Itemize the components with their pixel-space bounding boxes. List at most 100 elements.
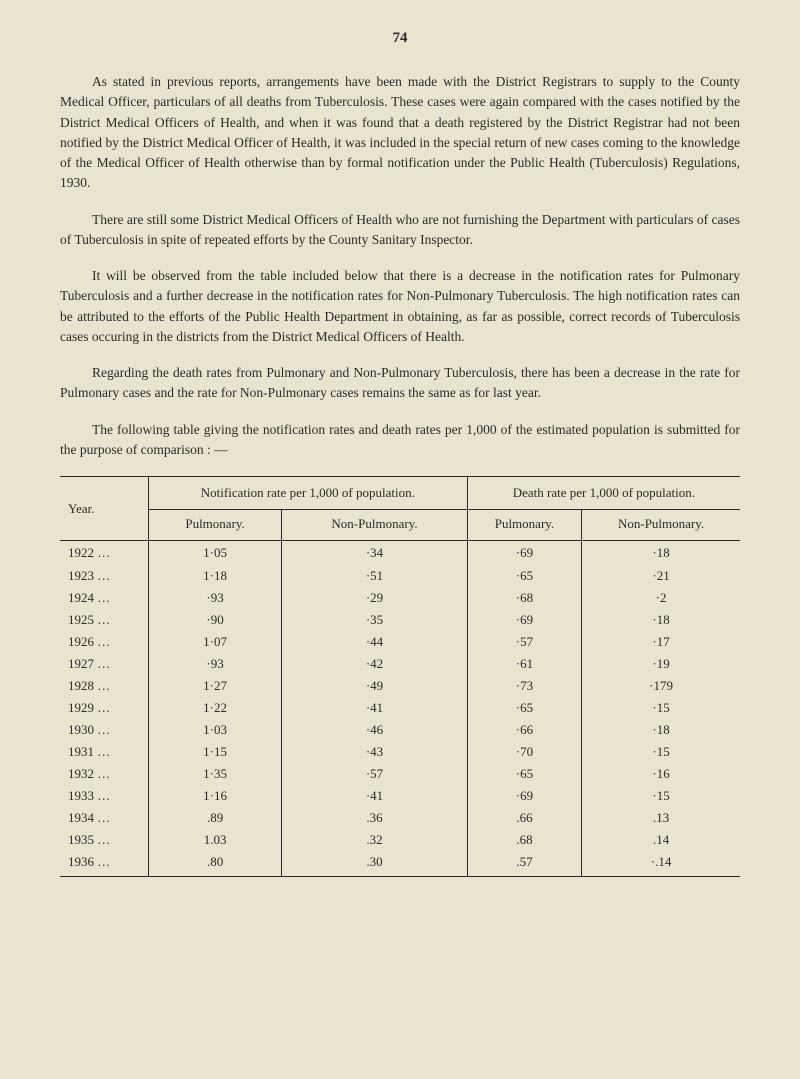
year-cell: 1923 … [60,565,148,587]
death-pulm-cell: ·69 [467,541,581,565]
table-row: 1930 …1·03·46·66·18 [60,719,740,741]
death-nonpulm-cell: .14 [582,829,740,851]
year-cell: 1926 … [60,631,148,653]
page-container: 74 As stated in previous reports, arrang… [0,0,800,917]
table-row: 1934 ….89.36.66.13 [60,807,740,829]
death-nonpulm-cell: ·2 [582,587,740,609]
death-pulm-cell: .68 [467,829,581,851]
table-row: 1929 …1·22·41·65·15 [60,697,740,719]
notif-nonpulm-cell: .30 [282,851,467,877]
death-nonpulm-cell: ·179 [582,675,740,697]
death-pulm-cell: ·65 [467,697,581,719]
death-nonpulm-cell: ·18 [582,609,740,631]
notif-pulm-cell: .89 [148,807,281,829]
death-nonpulm-cell: ·18 [582,541,740,565]
table-row: 1933 …1·16·41·69·15 [60,785,740,807]
death-nonpulm-cell: ·.14 [582,851,740,877]
notif-pulm-cell: 1·35 [148,763,281,785]
table-row: 1928 …1·27·49·73·179 [60,675,740,697]
death-nonpulm-cell: ·19 [582,653,740,675]
death-pulm-cell: ·57 [467,631,581,653]
death-pulm-cell: ·65 [467,763,581,785]
year-cell: 1922 … [60,541,148,565]
notif-nonpulm-cell: ·43 [282,741,467,763]
paragraph-1: As stated in previous reports, arrangeme… [60,72,740,194]
death-nonpulm-cell: ·21 [582,565,740,587]
paragraph-5: The following table giving the notificat… [60,420,740,461]
death-pulm-cell: ·65 [467,565,581,587]
death-pulm-cell: ·70 [467,741,581,763]
notif-nonpulm-cell: .32 [282,829,467,851]
year-header: Year. [60,477,148,541]
notif-nonpulm-cell: ·49 [282,675,467,697]
table-row: 1922 …1·05·34·69·18 [60,541,740,565]
table-row: 1935 …1.03.32.68.14 [60,829,740,851]
death-nonpulm-cell: ·15 [582,785,740,807]
notif-nonpulm-cell: ·57 [282,763,467,785]
table-row: 1924 …·93·29·68·2 [60,587,740,609]
notif-pulm-cell: 1·27 [148,675,281,697]
death-pulm-cell: ·68 [467,587,581,609]
notif-pulm-cell: 1·15 [148,741,281,763]
notif-nonpulm-cell: ·42 [282,653,467,675]
notif-nonpulm-cell: ·34 [282,541,467,565]
paragraph-3: It will be observed from the table inclu… [60,266,740,347]
table-subheader-row: Pulmonary. Non-Pulmonary. Pulmonary. Non… [60,510,740,541]
notif-pulm-cell: ·93 [148,587,281,609]
death-nonpulm-cell: ·16 [582,763,740,785]
notif-pulm-cell: 1·07 [148,631,281,653]
notif-nonpulm-cell: ·41 [282,785,467,807]
year-cell: 1933 … [60,785,148,807]
table-row: 1925 …·90·35·69·18 [60,609,740,631]
year-cell: 1932 … [60,763,148,785]
notif-pulm-cell: ·90 [148,609,281,631]
table-row: 1936 ….80.30.57·.14 [60,851,740,877]
notif-nonpulm-cell: ·29 [282,587,467,609]
notif-pulm-cell: 1·18 [148,565,281,587]
notif-nonpulm-cell: ·44 [282,631,467,653]
table-row: 1931 …1·15·43·70·15 [60,741,740,763]
paragraph-4: Regarding the death rates from Pulmonary… [60,363,740,404]
year-cell: 1925 … [60,609,148,631]
notif-nonpulm-cell: ·41 [282,697,467,719]
notif-pulm-cell: 1·03 [148,719,281,741]
notif-pulm-cell: .80 [148,851,281,877]
table-row: 1932 …1·35·57·65·16 [60,763,740,785]
death-pulm-cell: .66 [467,807,581,829]
death-nonpulm-cell: ·15 [582,741,740,763]
table-body: 1922 …1·05·34·69·181923 …1·18·51·65·2119… [60,541,740,877]
death-pulm-cell: ·73 [467,675,581,697]
table-row: 1927 …·93·42·61·19 [60,653,740,675]
notif-nonpulm-cell: ·51 [282,565,467,587]
data-table: Year. Notification rate per 1,000 of pop… [60,476,740,877]
death-pulm-cell: ·69 [467,609,581,631]
death-header: Death rate per 1,000 of population. [467,477,740,510]
notif-pulm-cell: 1·22 [148,697,281,719]
year-cell: 1929 … [60,697,148,719]
death-pulm-cell: .57 [467,851,581,877]
year-cell: 1928 … [60,675,148,697]
death-nonpulm-cell: ·15 [582,697,740,719]
table-row: 1926 …1·07·44·57·17 [60,631,740,653]
year-cell: 1924 … [60,587,148,609]
year-cell: 1936 … [60,851,148,877]
notif-pulm-cell: ·93 [148,653,281,675]
page-number: 74 [60,30,740,47]
death-pulmonary-header: Pulmonary. [467,510,581,541]
year-cell: 1930 … [60,719,148,741]
notif-nonpulm-cell: ·46 [282,719,467,741]
year-cell: 1927 … [60,653,148,675]
notif-pulmonary-header: Pulmonary. [148,510,281,541]
year-cell: 1931 … [60,741,148,763]
notif-pulm-cell: 1·05 [148,541,281,565]
death-pulm-cell: ·69 [467,785,581,807]
death-pulm-cell: ·66 [467,719,581,741]
death-nonpulm-cell: ·17 [582,631,740,653]
notif-nonpulmonary-header: Non-Pulmonary. [282,510,467,541]
notif-nonpulm-cell: .36 [282,807,467,829]
table-header-row: Year. Notification rate per 1,000 of pop… [60,477,740,510]
notification-header: Notification rate per 1,000 of populatio… [148,477,467,510]
year-cell: 1935 … [60,829,148,851]
notif-nonpulm-cell: ·35 [282,609,467,631]
table-row: 1923 …1·18·51·65·21 [60,565,740,587]
